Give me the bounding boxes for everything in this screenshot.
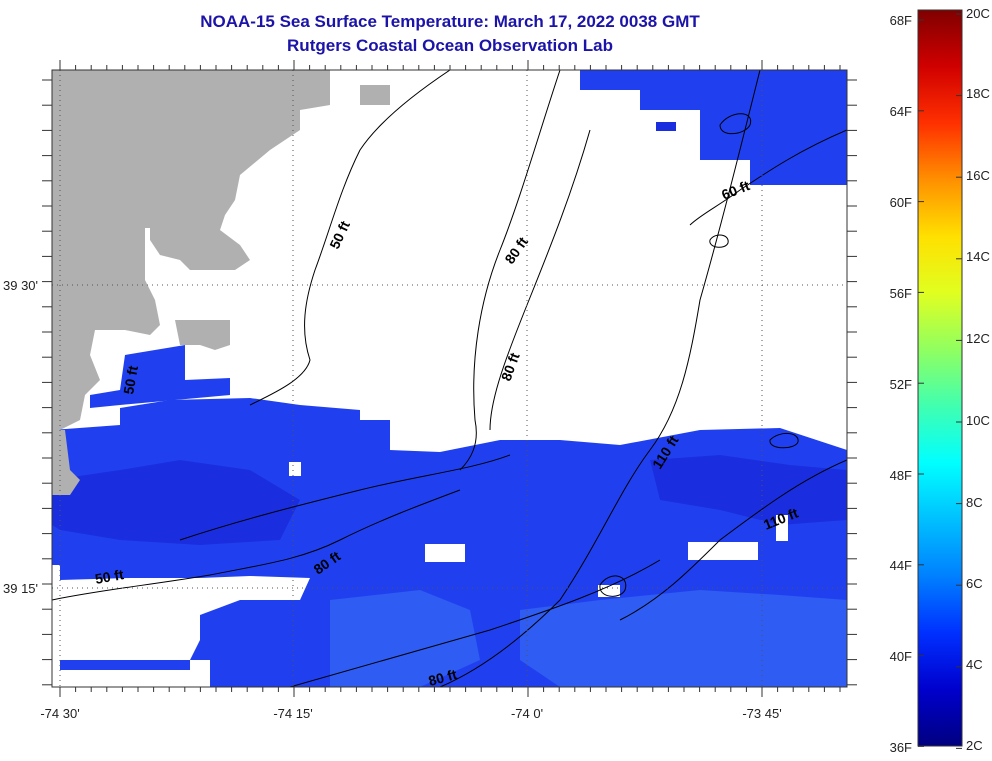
contour-60ft (689, 129, 847, 226)
cb-f-label: 36F (890, 740, 912, 755)
cb-f-label: 64F (890, 104, 912, 119)
cb-f-label: 48F (890, 468, 912, 483)
land-mass (360, 85, 390, 105)
lon-label: -73 45' (742, 706, 781, 721)
map-area: 50 ft 50 ft 80 ft 80 ft 80 ft 80 ft 110 … (52, 70, 847, 689)
cb-f-label: 40F (890, 649, 912, 664)
contour-80ft-c (179, 454, 511, 541)
contour-small (769, 433, 799, 449)
cb-c-label: 8C (966, 495, 983, 510)
sst-water-area (580, 70, 847, 185)
cb-c-label: 16C (966, 168, 990, 183)
colorbar-celsius: 20C 18C 16C 14C 12C 10C 8C 6C 4C 2C (966, 6, 990, 753)
cb-f-label: 52F (890, 377, 912, 392)
contour-50ft (249, 70, 451, 406)
sst-warm-patch (520, 590, 847, 687)
sst-pixel (656, 122, 676, 131)
cloud-hole (425, 544, 465, 562)
contour-small (709, 234, 729, 248)
lat-label: 39 15' (3, 581, 38, 596)
lon-label: -74 30' (40, 706, 79, 721)
colorbar-gradient (917, 9, 963, 747)
contour-80ft (459, 70, 561, 471)
lat-label: 39 30' (3, 278, 38, 293)
contour-80ft-d (289, 559, 661, 687)
land-mass (52, 430, 80, 495)
cb-f-label: 56F (890, 286, 912, 301)
cb-c-label: 6C (966, 576, 983, 591)
map-title: NOAA-15 Sea Surface Temperature: March 1… (200, 12, 700, 31)
sst-water-area (90, 345, 230, 408)
cb-c-label: 20C (966, 6, 990, 21)
contour-small (719, 113, 752, 135)
colorbar-fahrenheit: 68F 64F 60F 56F 52F 48F 44F 40F 36F (890, 13, 912, 755)
contour-label: 80 ft (427, 666, 459, 689)
cb-f-label: 68F (890, 13, 912, 28)
sst-water (52, 70, 847, 687)
sst-cold-patch (650, 455, 847, 525)
contour-label: 50 ft (120, 364, 141, 395)
cb-c-label: 10C (966, 413, 990, 428)
cloud-hole (190, 660, 210, 687)
lon-label: -74 0' (511, 706, 543, 721)
lon-label: -74 15' (273, 706, 312, 721)
cb-c-label: 2C (966, 738, 983, 753)
cb-f-label: 44F (890, 558, 912, 573)
contour-small (599, 575, 627, 597)
cb-c-label: 12C (966, 331, 990, 346)
map-subtitle: Rutgers Coastal Ocean Observation Lab (287, 36, 613, 55)
sst-warm-patch (330, 590, 480, 687)
cb-c-label: 18C (966, 86, 990, 101)
sst-cold-patch (52, 460, 300, 545)
cloud-hole (688, 542, 758, 560)
contour-80ft-b (489, 129, 591, 431)
colorbar-ticks (918, 13, 962, 749)
cb-c-label: 4C (966, 657, 983, 672)
longitude-axis: -74 30' -74 15' -74 0' -73 45' (40, 706, 781, 721)
cb-c-label: 14C (966, 249, 990, 264)
axis-ticks (42, 60, 857, 697)
contour-110ft-b (619, 459, 847, 621)
latitude-axis: 39 30' 39 15' (3, 278, 38, 596)
cb-f-label: 60F (890, 195, 912, 210)
contour-110ft (439, 70, 761, 687)
colorbar: 68F 64F 60F 56F 52F 48F 44F 40F 36F 20C … (890, 6, 990, 755)
cloud-hole (289, 462, 301, 476)
land-mass (175, 320, 230, 350)
contour-label: 50 ft (94, 566, 125, 587)
cloud-hole (776, 515, 788, 541)
land-mass (52, 70, 330, 430)
